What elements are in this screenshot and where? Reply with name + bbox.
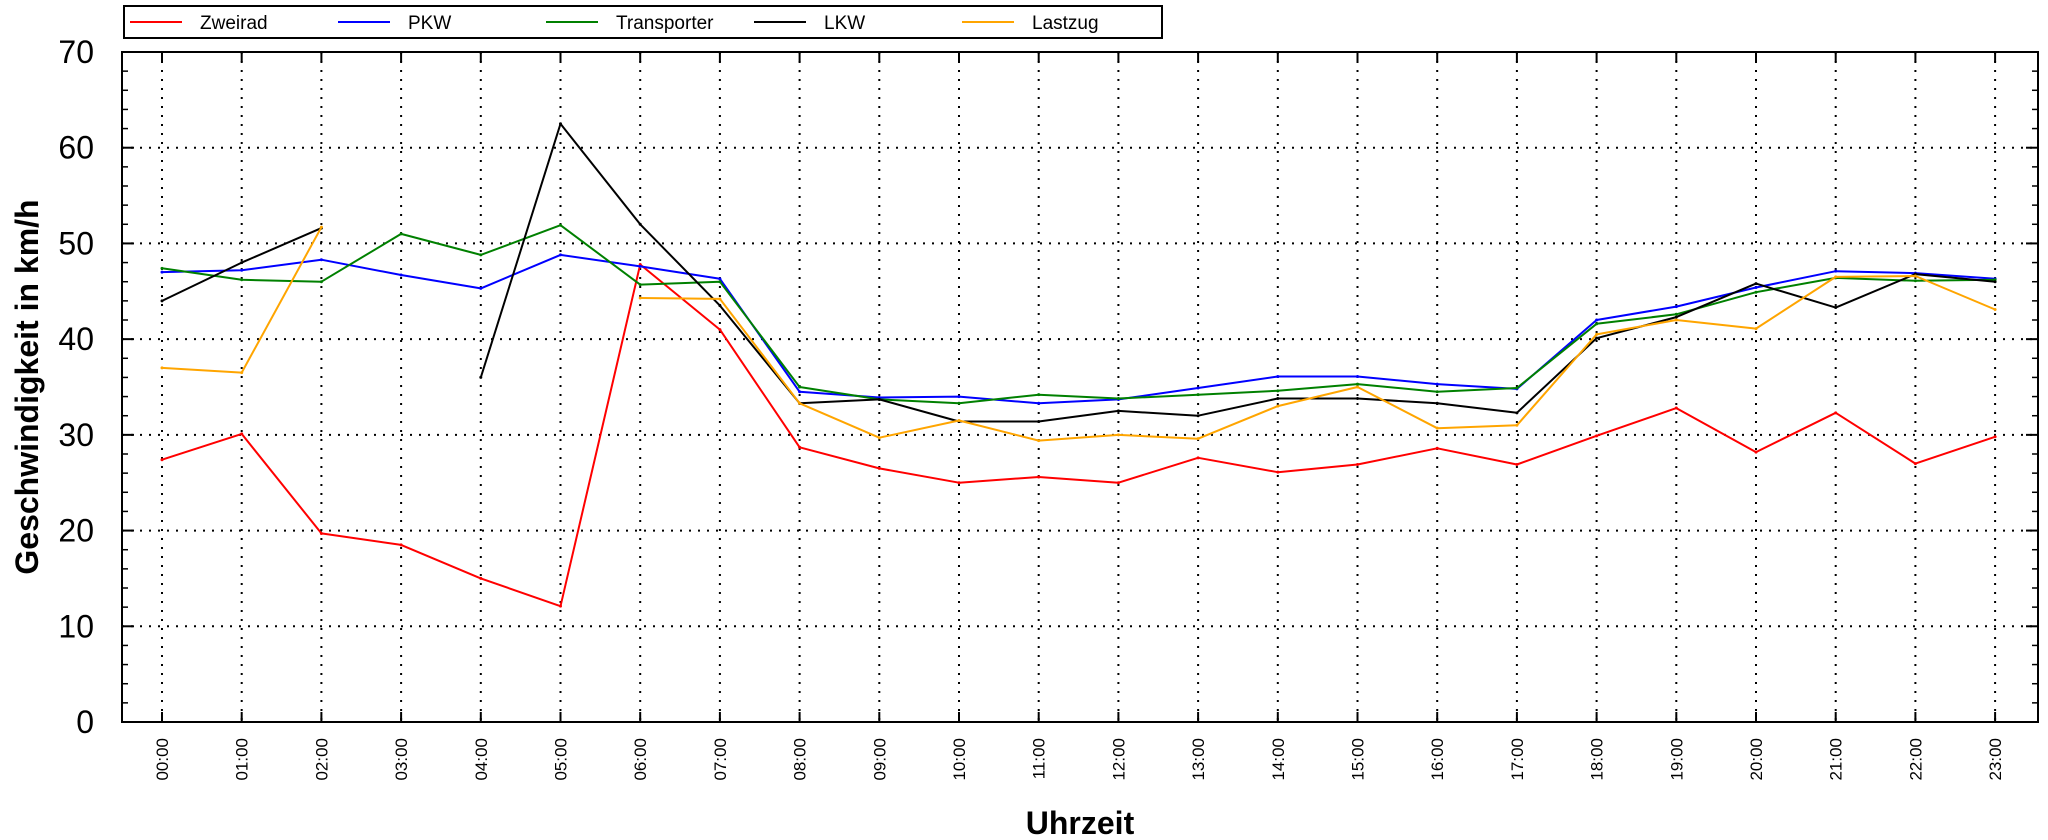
- series-line-pkw: [161, 253, 1996, 405]
- x-tick-label: 17:00: [1508, 738, 1527, 781]
- legend-label: PKW: [408, 13, 451, 34]
- x-tick-label: 15:00: [1349, 738, 1368, 781]
- y-tick-label: 60: [58, 130, 94, 166]
- x-tick-labels: 00:00 01:00 02:00 03:00 04:00 05:00 06:00 07:00…: [153, 738, 2005, 781]
- plot-area-frame: [121, 51, 2039, 723]
- legend-label: Zweirad: [200, 13, 268, 34]
- x-tick-label: 00:00: [153, 738, 172, 781]
- x-tick-label: 11:00: [1030, 738, 1049, 779]
- y-axis-title: Geschwindigkeit in km/h: [9, 199, 45, 574]
- series-line-zweirad: [161, 263, 1996, 608]
- y-tick-label: 50: [58, 225, 94, 261]
- legend-label: LKW: [824, 13, 865, 34]
- legend-label: Lastzug: [1032, 13, 1099, 34]
- x-tick-label: 23:00: [1986, 738, 2005, 781]
- x-tick-label: 02:00: [312, 738, 331, 781]
- series-lastzug: [160, 225, 1997, 443]
- x-tick-label: 08:00: [791, 738, 810, 781]
- y-tick-label: 30: [58, 417, 94, 453]
- x-tick-label: 12:00: [1109, 738, 1128, 781]
- series-zweirad: [160, 262, 1997, 608]
- y-tick-label: 40: [58, 321, 94, 357]
- series-lines: [160, 122, 1997, 608]
- x-tick-label: 14:00: [1269, 738, 1288, 781]
- x-tick-label: 09:00: [870, 738, 889, 781]
- y-tick-labels: 0 10 20 30 40 50 60 70: [58, 34, 94, 740]
- x-tick-label: 05:00: [552, 738, 571, 781]
- y-tick-label: 70: [58, 34, 94, 70]
- x-tick-label: 13:00: [1189, 738, 1208, 781]
- x-tick-label: 04:00: [472, 738, 491, 781]
- x-tick-label: 20:00: [1747, 738, 1766, 781]
- x-tick-label: 18:00: [1588, 738, 1607, 781]
- legend: Zweirad PKW Transporter LKW Lastzug: [123, 5, 1163, 39]
- y-tick-label: 20: [58, 513, 94, 549]
- legend-label: Transporter: [616, 13, 714, 34]
- y-tick-label: 10: [58, 608, 94, 644]
- x-tick-label: 22:00: [1906, 738, 1925, 781]
- x-tick-label: 16:00: [1428, 738, 1447, 781]
- x-tick-label: 19:00: [1667, 738, 1686, 781]
- series-line-lastzug: [640, 275, 1996, 442]
- x-tick-label: 06:00: [631, 738, 650, 781]
- series-line-lastzug: [161, 226, 323, 374]
- x-tick-label: 07:00: [711, 738, 730, 781]
- x-tick-label: 10:00: [950, 738, 969, 781]
- series-line-lkw: [161, 227, 322, 302]
- axis-ticks: [122, 51, 2038, 723]
- x-tick-label: 01:00: [233, 738, 252, 781]
- x-axis-title: Uhrzeit: [1026, 805, 1135, 840]
- series-line-lkw: [479, 122, 1996, 423]
- y-tick-label: 0: [76, 704, 94, 740]
- x-tick-label: 21:00: [1827, 738, 1846, 781]
- x-tick-label: 03:00: [392, 738, 411, 781]
